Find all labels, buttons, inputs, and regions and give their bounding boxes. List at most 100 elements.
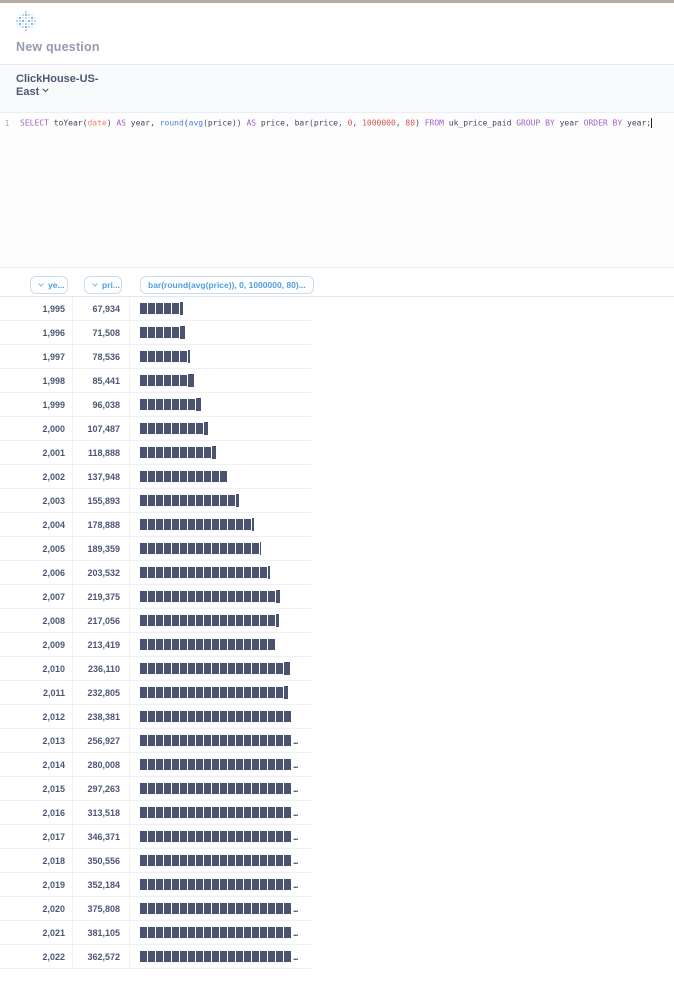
cell-price[interactable]: 155,893 bbox=[73, 489, 130, 513]
cell-price[interactable]: 232,805 bbox=[73, 681, 130, 705]
cell-year[interactable]: 2,022 bbox=[0, 945, 73, 969]
bar-block bbox=[140, 735, 147, 746]
cell-bar[interactable] bbox=[130, 561, 311, 585]
app-logo-icon[interactable] bbox=[16, 11, 36, 31]
cell-price[interactable]: 352,184 bbox=[73, 873, 130, 897]
cell-bar[interactable]: ... bbox=[130, 921, 311, 945]
cell-bar[interactable] bbox=[130, 297, 311, 321]
cell-year[interactable]: 2,009 bbox=[0, 633, 73, 657]
column-header-year[interactable]: ye... bbox=[30, 276, 68, 294]
cell-year[interactable]: 2,011 bbox=[0, 681, 73, 705]
cell-bar[interactable] bbox=[130, 585, 311, 609]
cell-year[interactable]: 2,004 bbox=[0, 513, 73, 537]
cell-price[interactable]: 217,056 bbox=[73, 609, 130, 633]
cell-bar[interactable]: ... bbox=[130, 729, 311, 753]
cell-year[interactable]: 2,013 bbox=[0, 729, 73, 753]
cell-year[interactable]: 2,003 bbox=[0, 489, 73, 513]
cell-price[interactable]: 350,556 bbox=[73, 849, 130, 873]
cell-price[interactable]: 85,441 bbox=[73, 369, 130, 393]
cell-year[interactable]: 2,010 bbox=[0, 657, 73, 681]
cell-year[interactable]: 2,002 bbox=[0, 465, 73, 489]
cell-price[interactable]: 381,105 bbox=[73, 921, 130, 945]
cell-year[interactable]: 2,016 bbox=[0, 801, 73, 825]
cell-price[interactable]: 213,419 bbox=[73, 633, 130, 657]
cell-bar[interactable] bbox=[130, 393, 311, 417]
cell-price[interactable]: 203,532 bbox=[73, 561, 130, 585]
bar-glyphs bbox=[140, 302, 184, 315]
cell-bar[interactable]: ... bbox=[130, 753, 311, 777]
bar-block bbox=[188, 783, 195, 794]
cell-bar[interactable] bbox=[130, 465, 311, 489]
cell-price[interactable]: 313,518 bbox=[73, 801, 130, 825]
cell-year[interactable]: 1,997 bbox=[0, 345, 73, 369]
cell-year[interactable]: 1,998 bbox=[0, 369, 73, 393]
cell-price[interactable]: 118,888 bbox=[73, 441, 130, 465]
cell-year[interactable]: 2,021 bbox=[0, 921, 73, 945]
cell-year[interactable]: 2,008 bbox=[0, 609, 73, 633]
cell-bar[interactable] bbox=[130, 633, 311, 657]
cell-price[interactable]: 256,927 bbox=[73, 729, 130, 753]
cell-price[interactable]: 346,371 bbox=[73, 825, 130, 849]
cell-price[interactable]: 280,008 bbox=[73, 753, 130, 777]
cell-year[interactable]: 2,014 bbox=[0, 753, 73, 777]
cell-price[interactable]: 297,263 bbox=[73, 777, 130, 801]
cell-bar[interactable] bbox=[130, 513, 311, 537]
cell-year[interactable]: 2,001 bbox=[0, 441, 73, 465]
cell-year[interactable]: 2,012 bbox=[0, 705, 73, 729]
cell-price[interactable]: 67,934 bbox=[73, 297, 130, 321]
logo-dot bbox=[19, 20, 21, 22]
bar-block bbox=[252, 663, 259, 674]
cell-price[interactable]: 137,948 bbox=[73, 465, 130, 489]
cell-bar[interactable] bbox=[130, 657, 311, 681]
cell-bar[interactable] bbox=[130, 321, 311, 345]
bar-block bbox=[228, 495, 235, 506]
bar-block bbox=[228, 879, 235, 890]
cell-price[interactable]: 178,888 bbox=[73, 513, 130, 537]
column-header-price[interactable]: pri... bbox=[84, 276, 122, 294]
cell-bar[interactable] bbox=[130, 705, 311, 729]
cell-price[interactable]: 219,375 bbox=[73, 585, 130, 609]
cell-year[interactable]: 2,005 bbox=[0, 537, 73, 561]
bar-block bbox=[268, 855, 275, 866]
cell-year[interactable]: 2,019 bbox=[0, 873, 73, 897]
cell-price[interactable]: 107,487 bbox=[73, 417, 130, 441]
cell-year[interactable]: 1,999 bbox=[0, 393, 73, 417]
cell-bar[interactable] bbox=[130, 441, 311, 465]
cell-price[interactable]: 362,572 bbox=[73, 945, 130, 969]
cell-price[interactable]: 375,808 bbox=[73, 897, 130, 921]
cell-bar[interactable] bbox=[130, 345, 311, 369]
cell-year[interactable]: 2,018 bbox=[0, 849, 73, 873]
cell-bar[interactable] bbox=[130, 417, 311, 441]
cell-bar[interactable] bbox=[130, 369, 311, 393]
cell-year[interactable]: 2,007 bbox=[0, 585, 73, 609]
cell-year[interactable]: 2,017 bbox=[0, 825, 73, 849]
bar-block bbox=[212, 711, 219, 722]
database-picker[interactable]: ClickHouse-US-East bbox=[16, 73, 108, 99]
cell-year[interactable]: 2,015 bbox=[0, 777, 73, 801]
cell-bar[interactable]: ... bbox=[130, 825, 311, 849]
cell-bar[interactable]: ... bbox=[130, 897, 311, 921]
cell-bar[interactable]: ... bbox=[130, 873, 311, 897]
cell-year[interactable]: 1,995 bbox=[0, 297, 73, 321]
cell-bar[interactable] bbox=[130, 609, 311, 633]
cell-price[interactable]: 71,508 bbox=[73, 321, 130, 345]
cell-bar[interactable]: ... bbox=[130, 945, 311, 969]
cell-bar[interactable] bbox=[130, 537, 311, 561]
cell-bar[interactable] bbox=[130, 489, 311, 513]
cell-year[interactable]: 2,020 bbox=[0, 897, 73, 921]
cell-year[interactable]: 2,006 bbox=[0, 561, 73, 585]
cell-price[interactable]: 236,110 bbox=[73, 657, 130, 681]
cell-bar[interactable]: ... bbox=[130, 849, 311, 873]
bar-block bbox=[236, 663, 243, 674]
sql-editor[interactable]: 1 SELECT toYear(date) AS year, round(avg… bbox=[0, 113, 674, 268]
cell-bar[interactable]: ... bbox=[130, 777, 311, 801]
cell-price[interactable]: 238,381 bbox=[73, 705, 130, 729]
cell-year[interactable]: 1,996 bbox=[0, 321, 73, 345]
cell-price[interactable]: 78,536 bbox=[73, 345, 130, 369]
cell-price[interactable]: 96,038 bbox=[73, 393, 130, 417]
cell-price[interactable]: 189,359 bbox=[73, 537, 130, 561]
cell-bar[interactable] bbox=[130, 681, 311, 705]
column-header-bar[interactable]: bar(round(avg(price)), 0, 1000000, 80)..… bbox=[140, 276, 314, 294]
cell-year[interactable]: 2,000 bbox=[0, 417, 73, 441]
cell-bar[interactable]: ... bbox=[130, 801, 311, 825]
